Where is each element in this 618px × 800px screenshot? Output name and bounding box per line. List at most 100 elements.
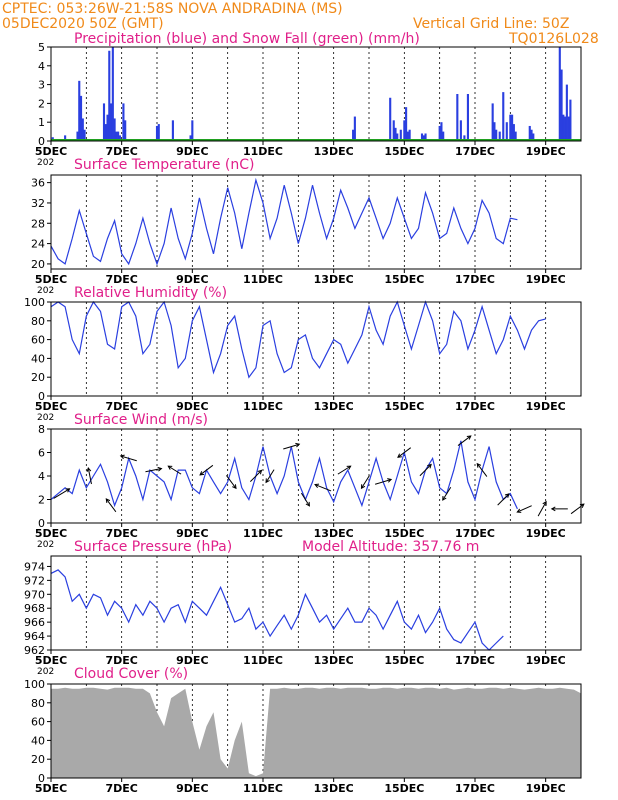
- wind-arrow-head: [397, 453, 402, 458]
- precipitation-bar: [560, 69, 563, 141]
- humidity-xtick-label: 9DEC: [176, 400, 208, 413]
- pressure-xtick-label: 15DEC: [384, 654, 424, 667]
- wind-arrow: [87, 467, 92, 485]
- pressure-ytick-label: 972: [24, 574, 45, 587]
- chart-title-humidity: Relative Humidity (%): [74, 285, 228, 301]
- humidity-xtick-label: 11DEC: [243, 400, 283, 413]
- precipitation-panel: 0 1 2 3 4 5 5DEC 7DEC 9DEC 11DEC 13DEC 15DEC 17DEC 19…: [35, 41, 582, 168]
- wind-arrow-head: [387, 478, 393, 483]
- precipitation-year-stub: 202: [37, 158, 54, 168]
- wind-xtick-label: 15DEC: [384, 527, 424, 540]
- wind-arrow-head: [65, 488, 71, 493]
- model-code: TQ0126L028: [509, 31, 599, 47]
- cloud-xtick-label: 17DEC: [455, 782, 495, 795]
- wind-arrow: [105, 498, 117, 513]
- pressure-xtick-label: 11DEC: [243, 654, 283, 667]
- cloud-ytick-label: 20: [31, 753, 45, 766]
- wind-arrow: [120, 455, 137, 462]
- pressure-xtick-label: 17DEC: [455, 654, 495, 667]
- temperature-ytick-label: 36: [31, 177, 45, 190]
- precipitation-ytick-label: 3: [38, 79, 45, 92]
- wind-arrow-head: [305, 501, 310, 507]
- wind-line: [50, 440, 518, 510]
- wind-xtick-label: 19DEC: [526, 527, 566, 540]
- wind-xtick-label: 13DEC: [314, 527, 354, 540]
- precipitation-bar: [440, 122, 443, 141]
- wind-arrow: [53, 488, 70, 499]
- cloud-xtick-label: 13DEC: [314, 782, 354, 795]
- precipitation-bar: [117, 131, 120, 141]
- wind-arrow: [283, 443, 300, 450]
- precipitation-bar: [530, 129, 533, 141]
- wind-arrow-head: [295, 442, 301, 448]
- pressure-ytick-label: 970: [24, 588, 45, 601]
- precipitation-bar: [108, 50, 111, 142]
- cloud-frame: [50, 683, 582, 779]
- cloud-xtick-label: 9DEC: [176, 782, 208, 795]
- precipitation-bar: [118, 135, 121, 141]
- wind-arrow: [419, 464, 432, 477]
- pressure-line: [50, 569, 504, 651]
- wind-ytick-label: 0: [38, 517, 45, 530]
- humidity-panel: 0 20 40 60 80 100 5DEC 7DEC 9DEC 11DEC 13DEC 15DEC 1…: [24, 296, 582, 423]
- cloud-ytick-label: 0: [38, 772, 45, 785]
- precipitation-ytick-label: 2: [38, 97, 45, 110]
- temperature-ytick-label: 28: [31, 217, 45, 230]
- cloud-ytick-label: 60: [31, 716, 45, 729]
- precipitation-bar: [191, 120, 194, 141]
- pressure-year-stub: 202: [37, 667, 54, 677]
- wind-arrow: [225, 475, 237, 489]
- precipitation-bar: [420, 133, 424, 141]
- wind-xtick-label: 5DEC: [35, 527, 67, 540]
- temperature-xtick-label: 13DEC: [314, 273, 354, 286]
- wind-arrow: [374, 478, 392, 485]
- humidity-frame: [50, 301, 582, 397]
- wind-arrow-head: [167, 465, 173, 470]
- pressure-ytick-label: 966: [24, 616, 45, 629]
- run-datetime: 05DEC2020 50Z (GMT): [2, 16, 164, 32]
- precipitation-bar: [459, 120, 462, 141]
- cloud-xtick-label: 15DEC: [384, 782, 424, 795]
- wind-arrow-head: [516, 508, 522, 513]
- cloud-cover-area: [51, 687, 581, 778]
- precipitation-ytick-label: 5: [38, 41, 45, 54]
- wind-arrow-head: [442, 496, 447, 501]
- temperature-xtick-label: 15DEC: [384, 273, 424, 286]
- precipitation-bar: [78, 80, 81, 141]
- humidity-ytick-label: 100: [24, 296, 45, 309]
- wind-ytick-label: 6: [38, 447, 45, 460]
- cloud-ytick-label: 100: [24, 678, 45, 691]
- pressure-xtick-label: 19DEC: [526, 654, 566, 667]
- precipitation-bar: [83, 129, 86, 141]
- precipitation-bar: [392, 120, 395, 141]
- temperature-frame: [50, 174, 582, 270]
- wind-arrow: [517, 505, 532, 513]
- precipitation-bar: [408, 129, 411, 141]
- precipitation-bar: [422, 135, 425, 141]
- wind-arrow: [249, 470, 262, 482]
- wind-arrow: [314, 484, 332, 492]
- wind-arrow-head: [157, 466, 163, 472]
- precipitation-xtick-label: 15DEC: [384, 145, 424, 158]
- precipitation-xtick-label: 7DEC: [105, 145, 137, 158]
- wind-arrow: [300, 492, 310, 507]
- pressure-ytick-label: 964: [24, 630, 45, 643]
- humidity-line: [50, 300, 546, 379]
- precipitation-bar: [115, 131, 118, 141]
- temperature-year-stub: 202: [37, 286, 54, 296]
- temperature-xtick-label: 7DEC: [105, 273, 137, 286]
- precipitation-bar: [442, 131, 445, 141]
- cloud-ytick-label: 40: [31, 734, 45, 747]
- cloud-xtick-label: 7DEC: [105, 782, 137, 795]
- humidity-ytick-label: 20: [31, 371, 45, 384]
- wind-xtick-label: 17DEC: [455, 527, 495, 540]
- chart-title-precipitation: Precipitation (blue) and Snow Fall (gree…: [74, 31, 420, 47]
- wind-arrow-head: [314, 483, 320, 488]
- precipitation-xtick-label: 9DEC: [176, 145, 208, 158]
- precipitation-bar: [389, 97, 392, 141]
- chart-title-pressure: Surface Pressure (hPa): [74, 539, 233, 555]
- wind-frame: [50, 428, 582, 524]
- cloud-xtick-label: 11DEC: [243, 782, 283, 795]
- wind-arrow-head: [550, 506, 556, 512]
